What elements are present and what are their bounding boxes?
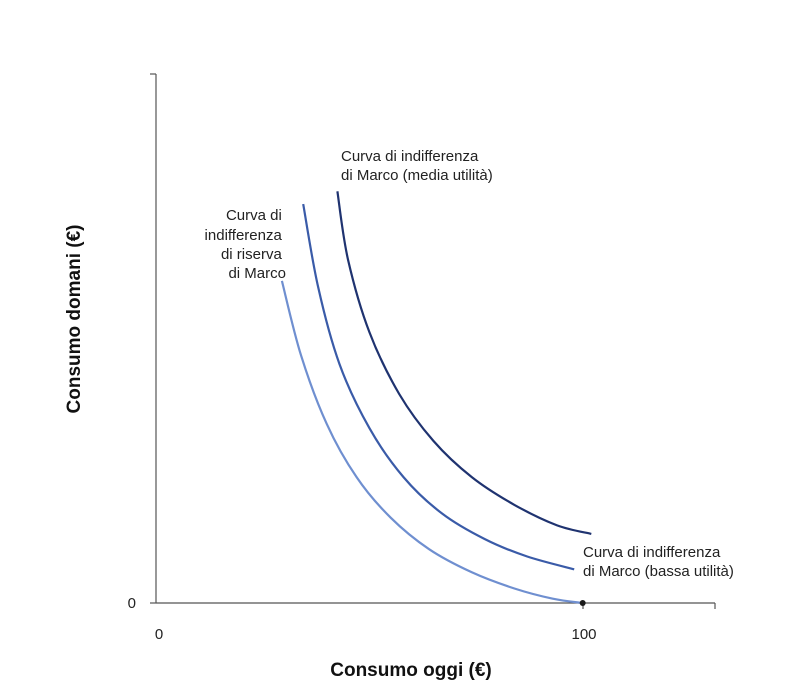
label-riserva-line-2: indifferenza	[205, 227, 283, 244]
x-tick-label-100: 100	[571, 626, 596, 643]
label-media-line-2: di Marco (media utilità)	[341, 167, 493, 184]
label-bassa-line-1: Curva di indifferenza	[583, 544, 721, 561]
label-riserva-line-4: di Marco	[228, 265, 286, 282]
label-riserva-line-3: di riserva	[221, 246, 283, 263]
label-bassa-line-2: di Marco (bassa utilità)	[583, 563, 734, 580]
y-tick-label-0: 0	[128, 595, 136, 612]
y-axis-title: Consumo domani (€)	[64, 225, 85, 414]
x-tick-label-0: 0	[155, 626, 163, 643]
label-media-line-1: Curva di indifferenza	[341, 148, 479, 165]
curve-riserva	[280, 280, 583, 605]
curve-bassa-utilita	[302, 203, 575, 571]
curve-media-utilita	[336, 191, 592, 535]
label-bassa-utilita: Curva di indifferenza di Marco (bassa ut…	[583, 544, 734, 580]
label-riserva: Curva di indifferenza di riserva di Marc…	[205, 207, 286, 282]
data-point-100	[579, 600, 586, 606]
label-media-utilita: Curva di indifferenza di Marco (media ut…	[341, 148, 493, 184]
label-riserva-line-1: Curva di	[226, 207, 282, 224]
x-axis-title: Consumo oggi (€)	[330, 660, 491, 681]
